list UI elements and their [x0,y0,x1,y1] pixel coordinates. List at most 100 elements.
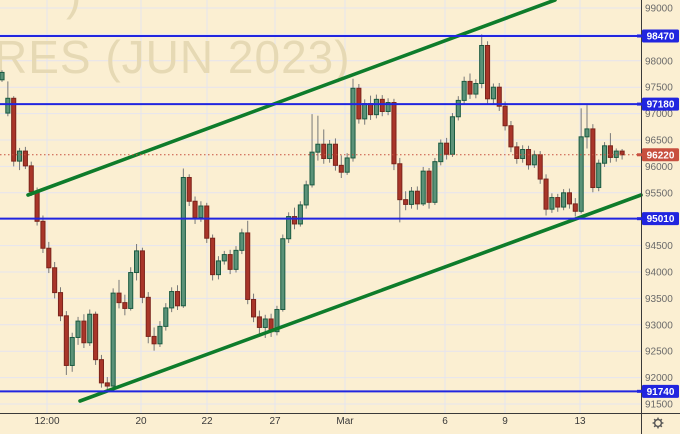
time-tick-label: 13 [574,416,586,427]
time-tick-label: 6 [442,416,448,427]
price-axis[interactable]: 99000 98000 97500 97000 96500 96000 95500 94500… [645,4,673,411]
last-price-badge-label: 96220 [647,150,675,161]
candle-down [566,192,573,205]
price-tick-label: 94500 [645,241,673,252]
price-level-badge [642,212,679,226]
candle-down [52,267,58,294]
candle-down [502,105,508,127]
candle-down [34,191,40,222]
candle-down [467,80,473,95]
price-tick-label: 93500 [645,294,673,305]
candle-up [0,71,5,81]
candle-down [508,125,514,148]
trend-channel-line[interactable] [78,193,643,403]
candle-down [139,250,145,298]
candle-down [227,254,233,270]
candle-up [549,197,555,210]
candle-up [479,44,485,85]
price-level-badge-label: 95010 [647,214,675,225]
candle-up [531,154,537,166]
settings-gear-icon[interactable] [652,417,664,429]
price-tick-label: 99000 [645,4,673,15]
price-level-badge-label: 91740 [647,387,675,398]
price-tick-label: 96500 [645,136,673,147]
candle-up [297,204,303,225]
candle-down [572,203,578,212]
candle-down [104,382,110,387]
candle-up [303,184,309,206]
candle-up [87,313,93,344]
price-level-badge [642,29,679,43]
price-level-badge [642,97,679,111]
candle-down [555,197,561,208]
candle-up [561,192,567,208]
candle-down [496,86,502,107]
candle-down [81,320,87,344]
candle-up [198,205,204,219]
trendline-group[interactable] [26,0,643,403]
candle-up [221,254,227,262]
price-tick-label: 94000 [645,268,673,279]
time-axis[interactable]: 12:00 20 22 27 Mar 6 9 13 [34,416,586,427]
price-tick-label: 97500 [645,83,673,94]
candle-up [449,116,455,155]
symbol-watermark: RES (JUN 2023) [0,31,351,83]
time-tick-label: 20 [135,416,147,427]
price-tick-label: 96000 [645,162,673,173]
candle-down [145,296,151,337]
candle-down [321,143,327,159]
candle-down [414,190,420,205]
price-tick-label: 92500 [645,347,673,358]
candle-up [315,143,321,153]
candle-up [432,161,438,203]
candle-up [239,232,245,251]
price-tick-label: 91500 [645,400,673,411]
candle-up [286,216,292,240]
candle-down [444,142,450,155]
time-tick-label: 22 [201,416,213,427]
price-level-badge-label: 97180 [647,100,675,111]
candle-up [309,151,315,186]
candle-down [379,98,385,112]
candle-down [174,291,181,307]
candle-down [245,232,251,300]
candle-up [180,176,186,307]
trend-channel-line[interactable] [26,0,557,197]
time-tick-label: Mar [336,416,354,427]
candle-up [385,102,391,112]
candle-up [163,307,169,327]
candle-up [110,292,116,387]
candle-down [22,150,28,167]
gear-tooth [653,425,656,428]
candle-down [63,315,69,366]
price-tick-label: 92000 [645,373,673,384]
candle-up [438,142,444,163]
candle-up [274,308,280,333]
candle-down [590,128,596,189]
candle-down [46,247,52,269]
candle-down [204,205,210,239]
price-tick-label: 97000 [645,109,673,120]
candle-down [251,298,257,318]
gear-ring [653,418,663,428]
candle-up [420,170,426,205]
candle-down [11,97,17,162]
candle-down [607,145,613,158]
candle-up [613,150,619,158]
candle-up [134,250,140,274]
candle-up [69,336,75,366]
level-lines-group[interactable] [0,34,641,393]
candle-down [525,149,532,166]
candle-down [619,150,625,156]
candle-up [584,128,590,138]
candle-up [344,157,350,173]
grid-group [0,0,641,413]
candle-down [122,302,128,309]
price-level-badge [642,384,679,398]
candle-down [98,359,105,384]
candle-down [57,292,64,317]
candle-up [362,103,368,120]
